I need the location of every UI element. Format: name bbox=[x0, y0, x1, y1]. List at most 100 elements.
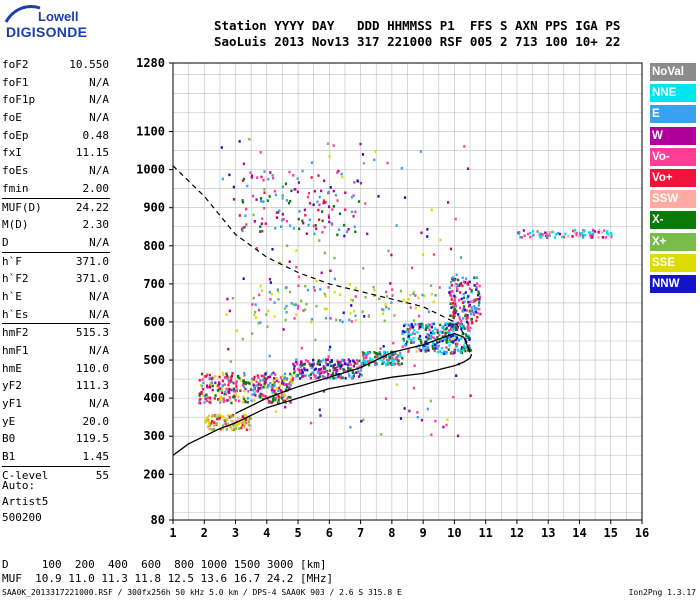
echo-point bbox=[265, 377, 268, 381]
echo-point bbox=[546, 234, 549, 238]
echo-point bbox=[574, 228, 577, 232]
echo-point bbox=[271, 400, 274, 403]
echo-point bbox=[255, 389, 258, 393]
echo-point bbox=[356, 370, 360, 374]
param-label: C-level bbox=[2, 468, 49, 482]
echo-point bbox=[321, 210, 324, 213]
echo-point bbox=[359, 369, 363, 372]
y-tick-label: 800 bbox=[143, 239, 165, 253]
echo-point bbox=[290, 374, 294, 378]
echo-point bbox=[253, 375, 256, 379]
echo-point bbox=[426, 332, 429, 336]
echo-point bbox=[449, 328, 453, 331]
echo-point bbox=[430, 325, 434, 329]
echo-point bbox=[264, 372, 267, 376]
x-tick-label: 10 bbox=[447, 526, 461, 540]
echo-point bbox=[552, 230, 555, 234]
echo-point bbox=[451, 334, 454, 337]
echo-point bbox=[353, 181, 356, 184]
echo-point bbox=[229, 426, 232, 429]
echo-point bbox=[304, 359, 308, 362]
echo-point bbox=[453, 294, 456, 298]
echo-point bbox=[422, 345, 425, 348]
echo-point bbox=[454, 217, 457, 221]
echo-point bbox=[449, 293, 452, 297]
echo-point bbox=[310, 176, 313, 179]
param-row: hmE 110.0 bbox=[2, 360, 110, 378]
echo-point bbox=[208, 424, 211, 428]
param-value: 111.3 bbox=[75, 379, 109, 393]
echo-point bbox=[429, 331, 433, 335]
echo-point bbox=[201, 378, 204, 381]
y-tick-label: 500 bbox=[143, 353, 165, 367]
echo-point bbox=[260, 199, 263, 203]
echo-point bbox=[362, 267, 365, 270]
echo-point bbox=[244, 387, 247, 391]
echo-point bbox=[200, 392, 203, 395]
echo-point bbox=[536, 230, 539, 233]
echo-point bbox=[292, 174, 295, 177]
echo-point bbox=[450, 298, 453, 301]
echo-point bbox=[275, 376, 279, 380]
param-row: hmF1 N/A bbox=[2, 342, 110, 360]
echo-point bbox=[317, 368, 321, 371]
echo-point bbox=[226, 399, 229, 402]
echo-point bbox=[225, 428, 228, 431]
echo-point bbox=[216, 398, 220, 401]
echo-point bbox=[332, 189, 335, 193]
param-label: B1 bbox=[2, 450, 16, 464]
echo-point bbox=[323, 307, 326, 311]
echo-point bbox=[459, 256, 463, 259]
echo-point bbox=[339, 373, 342, 377]
echo-point bbox=[426, 407, 429, 411]
echo-point bbox=[268, 195, 271, 198]
autoscaling-info: Auto: Artist5 500200 bbox=[2, 478, 48, 526]
echo-point bbox=[198, 401, 201, 405]
echo-point bbox=[416, 331, 419, 334]
echo-point bbox=[382, 353, 386, 357]
echo-point bbox=[413, 364, 416, 367]
echo-point bbox=[240, 426, 243, 430]
echo-point bbox=[451, 290, 454, 293]
echo-point bbox=[467, 323, 470, 327]
y-tick-label: 600 bbox=[143, 315, 165, 329]
echo-point bbox=[219, 427, 222, 431]
echo-point bbox=[386, 295, 389, 298]
echo-point bbox=[348, 359, 351, 363]
echo-point bbox=[441, 335, 444, 338]
echo-point bbox=[434, 293, 437, 297]
echo-point bbox=[247, 420, 251, 423]
echo-point bbox=[289, 400, 292, 404]
echo-point bbox=[324, 201, 327, 204]
echo-point bbox=[348, 318, 351, 322]
echo-point bbox=[452, 316, 455, 319]
echo-point bbox=[303, 374, 306, 378]
echo-point bbox=[313, 189, 316, 193]
echo-point bbox=[360, 365, 363, 368]
x-tick-label: 14 bbox=[572, 526, 586, 540]
echo-point bbox=[256, 384, 259, 387]
echo-point bbox=[361, 354, 365, 357]
echo-point bbox=[222, 373, 225, 377]
echo-point bbox=[408, 409, 411, 413]
echo-point bbox=[417, 314, 421, 318]
echo-point bbox=[208, 396, 211, 400]
echo-point bbox=[431, 332, 435, 335]
echo-point bbox=[206, 385, 209, 389]
echo-point bbox=[447, 340, 450, 344]
echo-point bbox=[447, 201, 450, 204]
echo-point bbox=[349, 311, 352, 315]
echo-point bbox=[376, 352, 380, 356]
y-tick-label: 700 bbox=[143, 277, 165, 291]
echo-point bbox=[215, 422, 218, 425]
echo-point bbox=[373, 351, 376, 354]
echo-point bbox=[431, 340, 435, 344]
echo-point bbox=[424, 327, 428, 331]
echo-point bbox=[425, 335, 428, 339]
echo-point bbox=[381, 360, 384, 363]
echo-point bbox=[373, 288, 376, 292]
echo-point bbox=[414, 323, 417, 326]
echo-point bbox=[257, 321, 260, 325]
echo-point bbox=[244, 382, 247, 386]
echo-point bbox=[267, 309, 270, 313]
